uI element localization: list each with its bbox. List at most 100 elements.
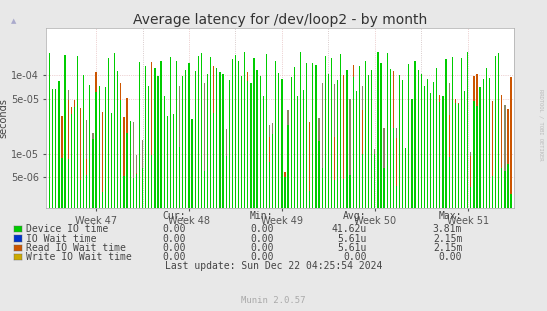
Bar (489, 118, 490, 311)
Bar (362, 109, 363, 311)
Bar (164, 96, 165, 311)
Text: Max:: Max: (439, 211, 462, 221)
Bar (492, 176, 493, 311)
Bar (504, 105, 505, 311)
Bar (393, 71, 394, 311)
Bar (464, 138, 465, 311)
Bar (151, 143, 153, 311)
Bar (83, 75, 84, 311)
Bar (374, 155, 375, 311)
Bar (359, 66, 360, 311)
Bar (421, 134, 422, 311)
Bar (415, 135, 416, 311)
Bar (492, 128, 493, 311)
Bar (120, 83, 121, 311)
Bar (219, 72, 220, 311)
Bar (65, 165, 66, 311)
Bar (74, 100, 75, 311)
Bar (204, 83, 205, 311)
Bar (387, 53, 388, 311)
Bar (328, 74, 329, 311)
Bar (130, 121, 131, 311)
Bar (235, 55, 236, 311)
Bar (288, 152, 289, 311)
Bar (241, 147, 242, 311)
Bar (458, 104, 459, 311)
Text: 0.00: 0.00 (250, 243, 274, 253)
Bar (377, 109, 379, 311)
Bar (473, 179, 475, 311)
Bar (160, 93, 162, 311)
Bar (185, 94, 187, 311)
Bar (356, 94, 357, 311)
Bar (290, 120, 292, 311)
Bar (123, 176, 125, 311)
Bar (195, 99, 196, 311)
Bar (328, 123, 329, 311)
Bar (120, 100, 121, 311)
Bar (219, 156, 220, 311)
Text: 2.15m: 2.15m (433, 234, 462, 244)
Bar (362, 86, 363, 311)
Bar (430, 93, 431, 311)
Bar (458, 146, 459, 311)
Bar (470, 152, 472, 311)
Bar (263, 166, 264, 311)
Bar (365, 95, 366, 311)
Bar (461, 136, 462, 311)
Bar (393, 85, 394, 311)
Text: Last update: Sun Dec 22 04:25:54 2024: Last update: Sun Dec 22 04:25:54 2024 (165, 261, 382, 271)
Bar (467, 145, 468, 311)
Bar (324, 98, 326, 311)
Bar (387, 127, 388, 311)
Bar (318, 144, 319, 311)
Bar (495, 100, 496, 311)
Bar (421, 74, 422, 311)
Bar (452, 103, 453, 311)
Bar (476, 106, 478, 311)
Bar (501, 95, 502, 311)
Bar (433, 82, 434, 311)
Bar (139, 63, 140, 311)
Bar (303, 137, 304, 311)
Bar (247, 72, 248, 311)
Bar (455, 158, 456, 311)
Bar (188, 183, 190, 311)
Bar (132, 122, 134, 311)
Bar (498, 53, 499, 311)
Bar (260, 117, 261, 311)
Bar (399, 113, 400, 311)
Bar (389, 86, 391, 311)
Bar (244, 52, 246, 311)
Bar (290, 77, 292, 311)
Bar (92, 167, 94, 311)
Bar (102, 112, 103, 311)
Bar (80, 144, 81, 311)
Bar (195, 105, 196, 311)
Bar (223, 127, 224, 311)
Bar (123, 117, 125, 311)
Bar (123, 152, 125, 311)
Bar (334, 84, 335, 311)
Bar (504, 184, 505, 311)
Bar (439, 95, 440, 311)
Bar (445, 93, 447, 311)
Text: 0.00: 0.00 (162, 243, 186, 253)
Bar (461, 58, 462, 311)
Bar (315, 118, 317, 311)
Bar (461, 112, 462, 311)
Bar (449, 157, 450, 311)
Bar (176, 61, 177, 311)
Bar (71, 131, 72, 311)
Bar (61, 116, 62, 311)
Bar (309, 128, 310, 311)
Bar (126, 135, 127, 311)
Bar (340, 123, 341, 311)
Bar (173, 183, 174, 311)
Bar (312, 63, 313, 311)
Bar (201, 119, 202, 311)
Bar (315, 102, 317, 311)
Bar (154, 128, 155, 311)
Bar (55, 89, 56, 311)
Bar (253, 180, 255, 311)
